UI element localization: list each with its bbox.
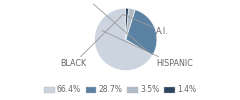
- Text: BLACK: BLACK: [60, 15, 123, 68]
- Wedge shape: [126, 8, 135, 39]
- Text: HISPANIC: HISPANIC: [102, 31, 193, 68]
- Wedge shape: [95, 8, 152, 70]
- Text: WHITE: WHITE: [72, 0, 147, 51]
- Text: A.I.: A.I.: [123, 14, 169, 36]
- Legend: 66.4%, 28.7%, 3.5%, 1.4%: 66.4%, 28.7%, 3.5%, 1.4%: [44, 86, 196, 94]
- Wedge shape: [126, 10, 157, 55]
- Wedge shape: [126, 8, 128, 39]
